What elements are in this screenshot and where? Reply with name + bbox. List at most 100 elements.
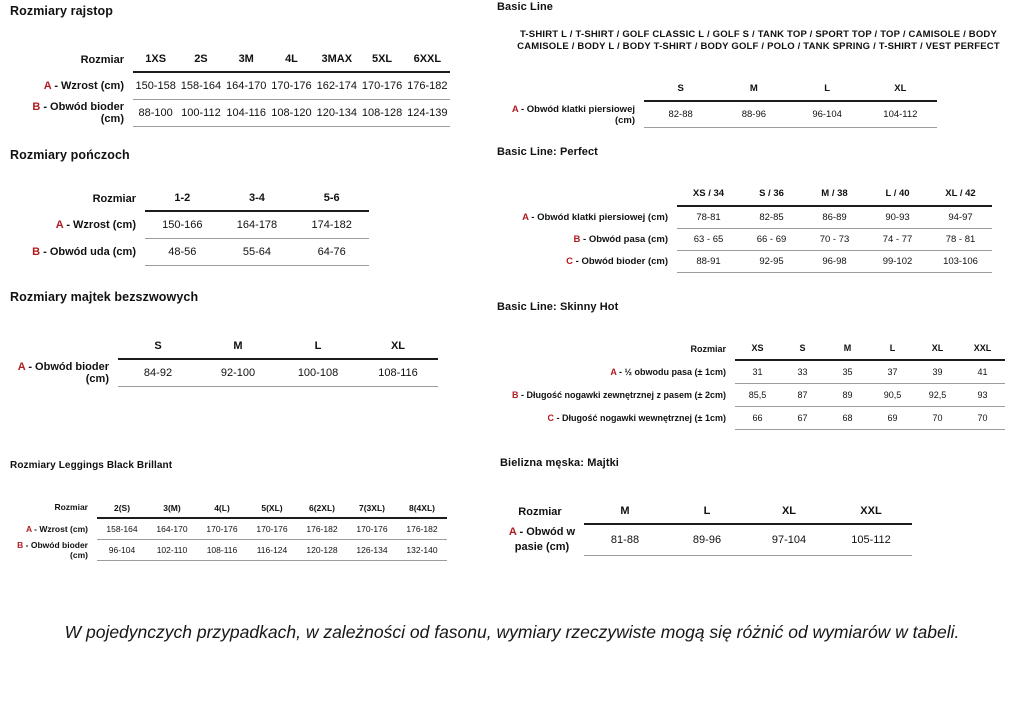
size-column-header: XS / 34 bbox=[677, 188, 740, 207]
header-row: Rozmiar 1-2 3-4 5-6 bbox=[10, 192, 369, 212]
size-value: 164-170 bbox=[223, 72, 269, 100]
perfect-size-table-container: XS / 34 S / 36 M / 38 L / 40 XL / 42 A - Obwó… bbox=[497, 188, 992, 273]
size-value: 104-112 bbox=[863, 101, 937, 129]
measure-letter: C bbox=[566, 256, 573, 267]
basic-line-products-list: T-SHIRT L / T-SHIRT / GOLF CLASSIC L / G… bbox=[517, 29, 1000, 53]
measure-letter: A bbox=[25, 523, 32, 534]
measure-letter: A bbox=[522, 211, 529, 223]
corner-label: Rozmiar bbox=[92, 193, 136, 205]
table-row: A - Obwód klatki piersiowej (cm) 82-88 88-… bbox=[497, 101, 937, 129]
corner-label: Rozmiar bbox=[518, 506, 562, 518]
size-column-header: 7(3XL) bbox=[347, 502, 397, 519]
size-value: 88-100 bbox=[133, 99, 179, 127]
header-row: S M L XL bbox=[497, 83, 937, 103]
measure-letter: C bbox=[547, 413, 555, 423]
size-value: 94-97 bbox=[929, 206, 992, 229]
size-value: 70 bbox=[960, 406, 1005, 430]
size-table: Rozmiar 2(S) 3(M) 4(L) 5(XL) 6(2XL) 7(3XL) 8(4X… bbox=[10, 502, 447, 561]
measure-letter: B bbox=[573, 234, 581, 245]
table-row: A - Obwód klatki piersiowej (cm) 78-81 82-… bbox=[497, 206, 992, 229]
section-title-basic: Basic Line bbox=[497, 1, 554, 13]
size-column-header: XS bbox=[735, 343, 780, 361]
size-value: 86-89 bbox=[803, 206, 866, 229]
size-value: 68 bbox=[825, 406, 870, 430]
size-value: 66 - 69 bbox=[740, 228, 803, 251]
size-table: Rozmiar 1XS 2S 3M 4L 3MAX 5XL 6XXL A - Wzrost (c… bbox=[10, 53, 450, 127]
size-value: 89 bbox=[825, 383, 870, 407]
size-column-header: XL bbox=[748, 505, 830, 525]
size-value: 176-182 bbox=[397, 518, 447, 540]
size-value: 90-93 bbox=[866, 206, 929, 229]
corner-label bbox=[497, 83, 644, 101]
table-row: B - Obwód bioder (cm) 88-100 100-112 104-11… bbox=[10, 99, 450, 127]
disclaimer-note: W pojedynczych przypadkach, w zależności… bbox=[64, 622, 960, 642]
size-value: 132-140 bbox=[397, 539, 447, 561]
size-value: 170-176 bbox=[268, 72, 315, 100]
row-label: B - Obwód pasa (cm) bbox=[573, 234, 669, 245]
size-value: 158-164 bbox=[178, 72, 224, 100]
table-row: A - Obwód bioder (cm) 84-92 92-100 100-108 1… bbox=[10, 359, 438, 387]
size-column-header: XL bbox=[915, 343, 960, 361]
measure-letter: A bbox=[508, 526, 517, 539]
size-value: 162-174 bbox=[314, 72, 360, 100]
header-row: Rozmiar 1XS 2S 3M 4L 3MAX 5XL 6XXL bbox=[10, 53, 450, 73]
row-label: A - Obwód klatki piersiowej (cm) bbox=[511, 103, 635, 126]
size-value: 93 bbox=[960, 383, 1005, 407]
header-row: S M L XL bbox=[10, 340, 438, 360]
size-value: 108-128 bbox=[359, 99, 405, 127]
section-ponczochy: Rozmiary pończoch Rozmiar 1-2 3-4 5-6 A - Wz… bbox=[10, 148, 369, 266]
size-column-header: 5XL bbox=[359, 53, 405, 73]
size-column-header: L / 40 bbox=[866, 188, 929, 207]
row-label: A - Wzrost (cm) bbox=[55, 218, 136, 231]
section-basic-line-skinny-hot: Basic Line: Skinny Hot Rozmiar XS S M L XL XXL… bbox=[497, 301, 1005, 430]
size-value: 108-116 bbox=[358, 359, 438, 387]
size-column-header: M bbox=[717, 83, 791, 103]
size-value: 81-88 bbox=[584, 524, 666, 556]
size-table: XS / 34 S / 36 M / 38 L / 40 XL / 42 A - Obwó… bbox=[497, 188, 992, 273]
corner-label: Rozmiar bbox=[690, 344, 726, 354]
measure-letter: A bbox=[511, 103, 519, 115]
size-value: 96-104 bbox=[790, 101, 864, 129]
size-value: 174-182 bbox=[294, 211, 369, 239]
size-column-header: XXL bbox=[960, 343, 1005, 361]
size-value: 104-116 bbox=[223, 99, 269, 127]
table-row: A - Wzrost (cm) 150-158 158-164 164-170 170-… bbox=[10, 72, 450, 100]
row-label: A - Wzrost (cm) bbox=[25, 523, 88, 534]
row-label: A - Obwód bioder (cm) bbox=[17, 360, 109, 385]
size-value: 70 - 73 bbox=[803, 228, 866, 251]
table-row: A - ½ obwodu pasa (± 1cm) 31 33 35 37 39 41 bbox=[497, 360, 1005, 384]
size-column-header: M bbox=[584, 505, 666, 525]
table-row: A - Wzrost (cm) 150-166 164-178 174-182 bbox=[10, 211, 369, 239]
size-column-header: M / 38 bbox=[803, 188, 866, 207]
size-column-header: 3-4 bbox=[219, 192, 295, 212]
size-value: 85,5 bbox=[735, 383, 780, 407]
size-column-header: 3MAX bbox=[314, 53, 360, 73]
size-value: 100-108 bbox=[278, 359, 358, 387]
size-value: 89-96 bbox=[666, 524, 748, 556]
section-bielizna-meska-majtki: Bielizna męska: Majtki Rozmiar M L XL XXL A -… bbox=[500, 457, 912, 556]
size-column-header: S / 36 bbox=[740, 188, 803, 207]
size-column-header: XL / 42 bbox=[929, 188, 992, 207]
majtki-size-table-container: Rozmiar M L XL XXL A - Obwód w pasie (cm) 81-8… bbox=[500, 505, 912, 556]
size-value: 102-110 bbox=[147, 539, 197, 561]
size-value: 92-100 bbox=[198, 359, 278, 387]
size-column-header: 2(S) bbox=[97, 502, 147, 519]
majtek-size-table-container: S M L XL A - Obwód bioder (cm) 84-92 92-100 100… bbox=[10, 340, 438, 387]
measure-letter: A bbox=[43, 79, 52, 92]
corner-label bbox=[497, 188, 677, 206]
corner-label bbox=[10, 340, 118, 359]
size-value: 37 bbox=[870, 360, 915, 384]
row-label: B - Obwód bioder (cm) bbox=[32, 101, 124, 125]
size-value: 170-176 bbox=[247, 518, 297, 540]
size-table: Rozmiar 1-2 3-4 5-6 A - Wzrost (cm) 150-166 16… bbox=[10, 192, 369, 266]
size-column-header: M bbox=[825, 343, 870, 361]
size-column-header: S bbox=[780, 343, 825, 361]
measure-letter: B bbox=[32, 101, 41, 113]
size-column-header: 4(L) bbox=[197, 502, 247, 519]
size-value: 170-176 bbox=[359, 72, 405, 100]
row-label: C - Obwód bioder (cm) bbox=[566, 256, 668, 267]
size-value: 97-104 bbox=[748, 524, 830, 556]
size-column-header: L bbox=[278, 340, 358, 360]
row-label: A - Obwód klatki piersiowej (cm) bbox=[522, 211, 668, 223]
